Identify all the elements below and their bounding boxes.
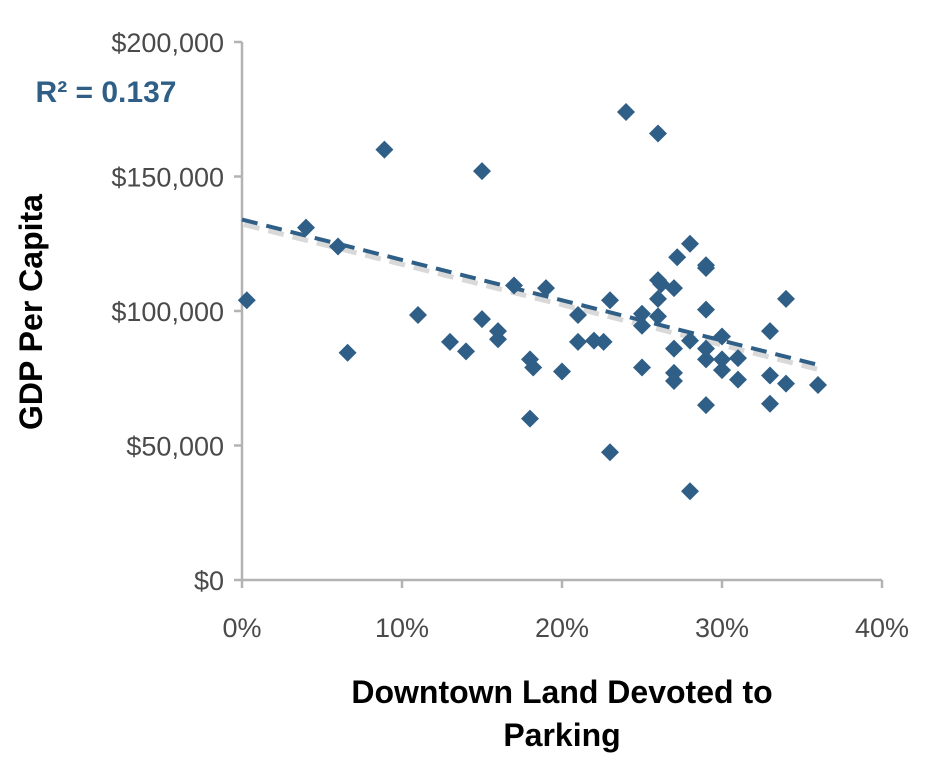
x-tick-label: 10% [375, 613, 429, 643]
data-point [633, 316, 651, 335]
data-point [649, 307, 667, 326]
data-point [617, 102, 635, 121]
x-tick-label: 20% [535, 613, 589, 643]
data-point [665, 339, 683, 358]
data-point [809, 375, 827, 394]
data-point [697, 396, 715, 415]
data-point [375, 140, 394, 159]
data-point [729, 370, 747, 389]
data-point [601, 443, 619, 462]
data-point [665, 371, 683, 390]
data-point [665, 279, 683, 298]
data-point [441, 332, 459, 351]
data-point [697, 339, 715, 358]
data-point [649, 289, 667, 308]
data-point [569, 332, 587, 351]
y-tick-label: $200,000 [111, 28, 224, 58]
data-point [697, 300, 715, 319]
data-point [569, 306, 587, 325]
data-point [713, 361, 731, 380]
data-point [457, 342, 475, 361]
data-point [729, 349, 747, 368]
axes [240, 42, 882, 582]
data-point [761, 366, 779, 385]
data-point [521, 409, 539, 428]
data-point [489, 330, 507, 349]
data-point [761, 394, 779, 413]
data-point [681, 482, 699, 501]
data-point [681, 331, 699, 350]
y-tick-label: $50,000 [126, 432, 224, 462]
data-points [237, 102, 827, 501]
x-tick-label: 40% [855, 613, 909, 643]
data-point [633, 304, 651, 323]
x-axis-title-line-1: Downtown Land Devoted to [351, 674, 772, 710]
data-point [524, 358, 543, 377]
y-axis-title: GDP Per Capita [13, 194, 49, 430]
data-point [338, 343, 357, 362]
data-point [697, 350, 715, 369]
x-tick-label: 30% [695, 613, 749, 643]
data-point [297, 218, 315, 237]
r-squared-annotation: R² = 0.137 [36, 76, 177, 109]
data-point [537, 279, 555, 298]
data-point [668, 248, 687, 267]
data-point [505, 276, 523, 295]
data-point [594, 332, 613, 351]
x-axis-title-line-2: Parking [503, 717, 620, 753]
data-point [237, 291, 256, 310]
trendline [241, 217, 819, 367]
data-point [409, 306, 427, 325]
y-ticks: $0 $50,000 $100,000 $150,000 $200,000 [111, 28, 242, 596]
data-point [713, 350, 731, 369]
data-point [761, 322, 779, 341]
data-point [713, 327, 731, 346]
data-point [777, 374, 795, 393]
data-point [633, 358, 651, 377]
data-point [697, 258, 715, 277]
x-tick-label: 0% [222, 613, 261, 643]
data-point [681, 234, 699, 253]
y-tick-label: $0 [194, 566, 224, 596]
trendline-group [241, 217, 821, 373]
data-point [329, 237, 347, 256]
y-tick-label: $150,000 [111, 163, 224, 193]
data-point [649, 124, 667, 143]
data-point [553, 362, 571, 381]
data-point [601, 291, 619, 310]
data-point [473, 162, 491, 181]
data-point [473, 310, 491, 329]
data-point [777, 289, 795, 308]
x-ticks: 0% 10% 20% 30% 40% [222, 580, 909, 643]
y-tick-label: $100,000 [111, 297, 224, 327]
